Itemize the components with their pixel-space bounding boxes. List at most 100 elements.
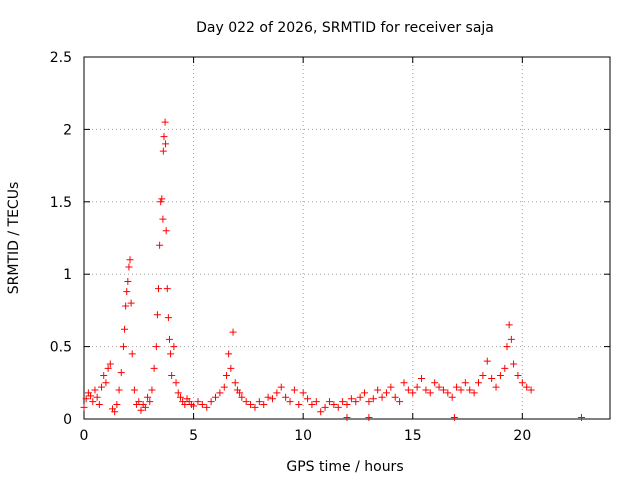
data-point [100,372,108,380]
data-point [422,386,430,394]
data-point [104,364,112,372]
data-point [435,383,443,391]
data-point [273,389,281,397]
data-point [277,383,285,391]
data-point [457,386,465,394]
data-point [461,379,469,387]
data-point [510,360,518,368]
data-point [113,401,121,409]
data-point [321,403,329,411]
data-point [496,372,504,380]
data-point [387,383,395,391]
data-point [483,357,491,365]
data-point [505,321,513,329]
data-point [190,402,198,410]
data-point [135,398,143,406]
data-point [396,398,404,406]
data-point [162,140,170,148]
data-point [80,403,88,411]
y-axis-label: SRMTID / TECUs [6,182,22,295]
data-point [176,393,184,401]
data-point [128,350,136,358]
data-point [163,285,171,293]
data-point [369,395,377,403]
x-axis-label: GPS time / hours [286,459,403,475]
data-point [347,395,355,403]
data-point [518,379,526,387]
data-point [391,393,399,401]
data-point [339,398,347,406]
data-point [409,389,417,397]
x-tick-labels: 0 5 10 15 20 [80,428,532,444]
data-point [282,393,290,401]
data-point [160,133,168,141]
data-point [126,256,134,264]
data-point [89,398,97,406]
data-point [236,389,244,397]
data-point [317,408,325,416]
data-point [203,403,211,411]
data-point [325,398,333,406]
data-point [343,401,351,409]
data-point [127,299,135,307]
data-point [466,386,474,394]
x-tick-label: 0 [80,428,89,444]
data-point [95,401,103,409]
data-point [527,386,535,394]
data-point [158,195,166,203]
data-point [501,364,509,372]
data-point [212,393,219,401]
data-point [382,389,390,397]
data-point [220,383,228,391]
data-point [312,398,320,406]
data-point [157,198,165,206]
data-point [295,401,303,409]
data-point [119,343,127,351]
data-point [361,389,369,397]
data-point [93,393,101,401]
data-point [227,364,235,372]
data-points [80,118,586,422]
data-point [453,383,461,391]
data-point [308,401,316,409]
data-point [170,343,178,351]
data-point [117,369,125,377]
data-point [514,372,522,380]
data-point [479,372,487,380]
data-point [164,314,172,322]
data-point [161,118,169,126]
y-tick-label: 2.5 [50,50,72,66]
data-point [507,335,515,343]
data-point [374,386,382,394]
data-point [152,343,160,351]
data-point [122,302,130,310]
data-point [198,401,206,409]
data-point [290,386,298,394]
data-point [156,241,164,249]
data-point [165,335,173,343]
data-point [181,401,189,409]
data-point [146,398,154,406]
data-point [148,386,156,394]
data-point [470,389,478,397]
data-point [130,386,138,394]
data-point [98,383,106,391]
data-point [168,372,176,380]
plot-frame [83,56,611,420]
data-point [159,215,167,223]
data-point [488,374,496,382]
data-point [247,401,255,409]
data-point [330,401,338,409]
data-point [144,393,152,401]
data-point [365,398,373,406]
data-point [439,386,447,394]
y-tick-label: 1 [63,267,72,283]
data-point [106,360,114,368]
data-point [286,398,294,406]
data-point [378,393,386,401]
y-tick-label: 0 [63,412,72,428]
data-point [162,227,170,235]
x-tick-label: 20 [513,428,531,444]
data-point [426,389,434,397]
